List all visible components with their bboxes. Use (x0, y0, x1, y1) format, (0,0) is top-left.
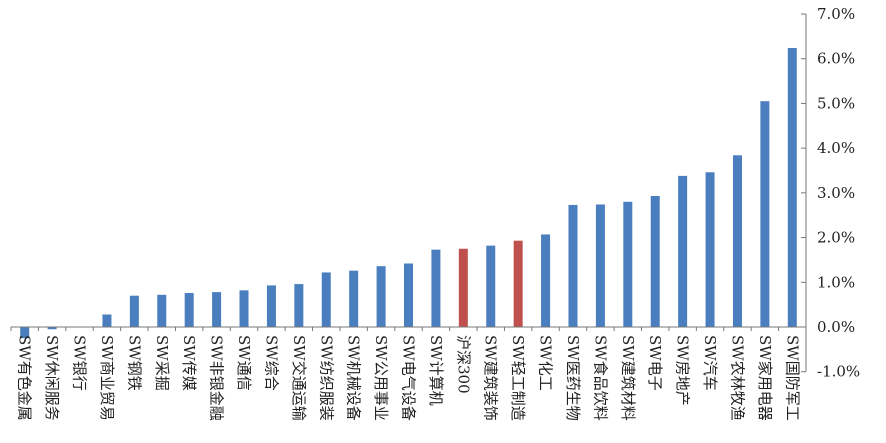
x-category-label: SW银行 (71, 335, 89, 391)
x-category-label: SW休闲服务 (43, 335, 61, 421)
x-category-label: SW公用事业 (372, 335, 390, 421)
bar-series (20, 47, 797, 339)
x-category-label: SW综合 (262, 335, 280, 391)
x-category-label: SW建筑材料 (619, 335, 637, 421)
bar (20, 327, 30, 339)
x-category-label: SW轻工制造 (509, 335, 527, 421)
bar (129, 295, 139, 327)
bar (513, 240, 523, 327)
x-category-label: SW有色金属 (16, 335, 34, 421)
bar (541, 234, 551, 327)
x-category-label: SW房地产 (674, 335, 692, 406)
x-category-label: SW交通运输 (290, 335, 308, 421)
x-axis-labels: SW有色金属 SW休闲服务 SW银行 SW商业贸易 SW钢铁 SW采掘 SW传媒 SW非银金融… (16, 335, 802, 421)
x-category-label: SW商业贸易 (98, 335, 116, 421)
bar (678, 175, 688, 327)
x-category-label: 沪深300 (454, 335, 472, 394)
bar (431, 249, 441, 327)
x-category-label: SW纺织服装 (317, 335, 335, 421)
bar (486, 245, 496, 327)
bar (102, 314, 112, 327)
x-category-label: SW电气设备 (400, 335, 418, 421)
bar (294, 284, 304, 327)
x-category-label: SW医药生物 (564, 335, 582, 421)
y-tick-label: 4.0% (817, 139, 855, 157)
x-category-label: SW非银金融 (208, 335, 226, 421)
y-axis-ticks: 7.0% 6.0% 5.0% 4.0% 3.0% 2.0% 1.0% 0.0% -1.0% (10, 5, 860, 381)
bar (266, 285, 276, 327)
bar (404, 263, 413, 327)
x-category-label: SW通信 (235, 335, 253, 391)
x-category-label: SW机械设备 (345, 335, 363, 421)
bar (732, 155, 742, 327)
bar (349, 270, 359, 327)
bar (157, 294, 167, 327)
bar (321, 272, 331, 327)
bar (650, 195, 660, 327)
y-tick-label: 6.0% (817, 50, 855, 68)
x-category-label: SW采掘 (153, 335, 171, 391)
x-category-label: SW农林牧渔 (728, 335, 746, 421)
bar (184, 293, 194, 327)
bar (568, 204, 578, 327)
bar (376, 266, 386, 327)
y-tick-label: 5.0% (817, 94, 855, 112)
x-category-label: SW建筑装饰 (482, 335, 500, 421)
x-category-label: SW传媒 (180, 335, 198, 391)
y-tick-label: 0.0% (817, 318, 855, 336)
y-tick-label: 3.0% (817, 184, 855, 202)
bar (458, 248, 468, 327)
bar (623, 201, 633, 327)
bar (212, 292, 222, 327)
bar (760, 101, 770, 327)
x-category-label: SW化工 (537, 335, 555, 391)
y-tick-label: 2.0% (817, 229, 855, 247)
x-category-label: SW计算机 (427, 335, 445, 406)
y-tick-label: 7.0% (817, 5, 855, 23)
x-category-label: SW钢铁 (125, 335, 143, 391)
bar (595, 204, 605, 327)
x-category-label: SW国防军工 (783, 335, 801, 421)
bar (787, 47, 797, 328)
y-tick-label: -1.0% (817, 363, 860, 381)
x-category-label: SW电子 (646, 335, 664, 391)
bar (47, 327, 57, 330)
x-category-label: SW汽车 (701, 335, 719, 391)
bar (239, 290, 249, 327)
x-category-label: SW家用电器 (756, 335, 774, 421)
y-tick-label: 1.0% (817, 273, 855, 291)
bar (705, 172, 715, 327)
x-category-label: SW食品饮料 (591, 335, 609, 421)
